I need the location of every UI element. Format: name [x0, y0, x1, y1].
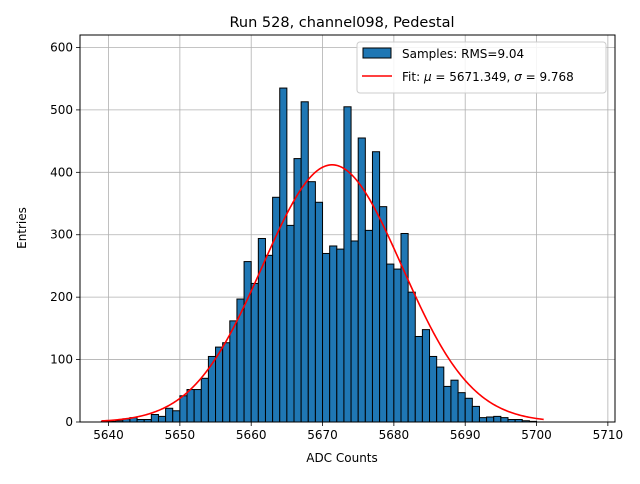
histogram-bar — [429, 355, 438, 423]
x-tick-label: 5640 — [93, 428, 124, 442]
histogram-bar — [279, 87, 288, 423]
histogram-bar — [421, 329, 431, 423]
axes-frame — [79, 34, 616, 423]
histogram-bar — [450, 379, 459, 423]
legend-fit-label: Fit: μ = 5671.349, σ = 9.768 — [402, 70, 574, 84]
histogram-bar — [436, 366, 445, 423]
chart-title: Run 528, channel098, Pedestal — [229, 15, 454, 31]
x-tick-label: 5680 — [379, 428, 410, 442]
histogram-bar — [172, 410, 181, 423]
legend-fit-prefix: Fit: — [402, 70, 424, 84]
y-tick-label: 200 — [50, 290, 73, 304]
histogram-bar — [286, 224, 295, 423]
legend-fit-sigma: σ — [514, 70, 522, 84]
histogram-bar — [500, 417, 509, 423]
histogram-bar — [314, 201, 324, 423]
histogram-bar — [400, 232, 409, 423]
y-axis-ticks: 0 100 200 300 400 500 600 — [50, 40, 80, 429]
histogram-bar — [493, 415, 502, 423]
histogram-bar — [322, 252, 331, 423]
x-tick-label: 5660 — [236, 428, 267, 442]
histogram-bar — [243, 261, 252, 423]
x-tick-label: 5670 — [307, 428, 338, 442]
histogram-bar — [300, 101, 309, 423]
fit-curve — [101, 164, 544, 422]
histogram-bar — [179, 395, 188, 423]
y-tick-label: 0 — [65, 415, 73, 429]
x-tick-label: 5690 — [450, 428, 481, 442]
y-tick-label: 600 — [50, 40, 73, 54]
histogram-bar — [414, 335, 423, 423]
histogram-bar — [222, 342, 231, 423]
histogram-bar — [393, 268, 402, 423]
x-axis-ticks: 5640 5650 5660 5670 5680 5690 5700 5710 — [93, 422, 623, 442]
histogram-bar — [165, 407, 174, 423]
histogram-bar — [193, 389, 202, 423]
fit-curve-layer — [101, 164, 544, 422]
y-axis-label: Entries — [15, 207, 29, 249]
x-tick-label: 5700 — [521, 428, 552, 442]
legend: Samples: RMS=9.04 Fit: μ = 5671.349, σ =… — [356, 41, 607, 94]
y-tick-label: 400 — [50, 165, 73, 179]
histogram-bar — [443, 385, 452, 423]
legend-fit-suffix: = 9.768 — [522, 70, 574, 84]
y-tick-label: 100 — [50, 353, 73, 367]
legend-fit-mu: μ — [423, 70, 432, 84]
legend-histogram-label: Samples: RMS=9.04 — [402, 47, 524, 61]
histogram-bar — [457, 392, 466, 423]
y-tick-label: 500 — [50, 103, 73, 117]
legend-box — [356, 41, 607, 94]
histogram-bar — [264, 254, 274, 423]
histogram-bar — [186, 389, 195, 423]
histogram-bar — [357, 137, 366, 423]
histogram-bar — [229, 320, 238, 423]
histogram-bar — [307, 181, 316, 423]
histogram-bar — [336, 248, 345, 423]
histogram-bar — [486, 416, 495, 423]
histogram-bar — [250, 282, 259, 423]
x-tick-label: 5650 — [165, 428, 196, 442]
histogram-bar — [478, 417, 488, 423]
x-axis-label: ADC Counts — [306, 451, 378, 465]
x-tick-label: 5710 — [593, 428, 624, 442]
histogram-bar — [364, 229, 373, 423]
histogram-bar — [471, 405, 480, 423]
histogram-bar — [200, 377, 209, 423]
histogram-bar — [464, 397, 473, 423]
histogram-bar — [157, 415, 167, 423]
histogram-bar — [329, 245, 338, 423]
legend-histogram-swatch — [362, 47, 392, 59]
histogram-bar — [386, 263, 395, 423]
y-tick-label: 300 — [50, 228, 73, 242]
histogram-bar — [150, 414, 159, 423]
histogram-bar — [350, 240, 359, 423]
histogram-bar — [407, 291, 416, 423]
histogram-bar — [343, 106, 352, 423]
legend-fit-mid: = 5671.349, — [432, 70, 515, 84]
histogram-bar — [371, 151, 381, 423]
histogram-bar — [379, 206, 388, 423]
